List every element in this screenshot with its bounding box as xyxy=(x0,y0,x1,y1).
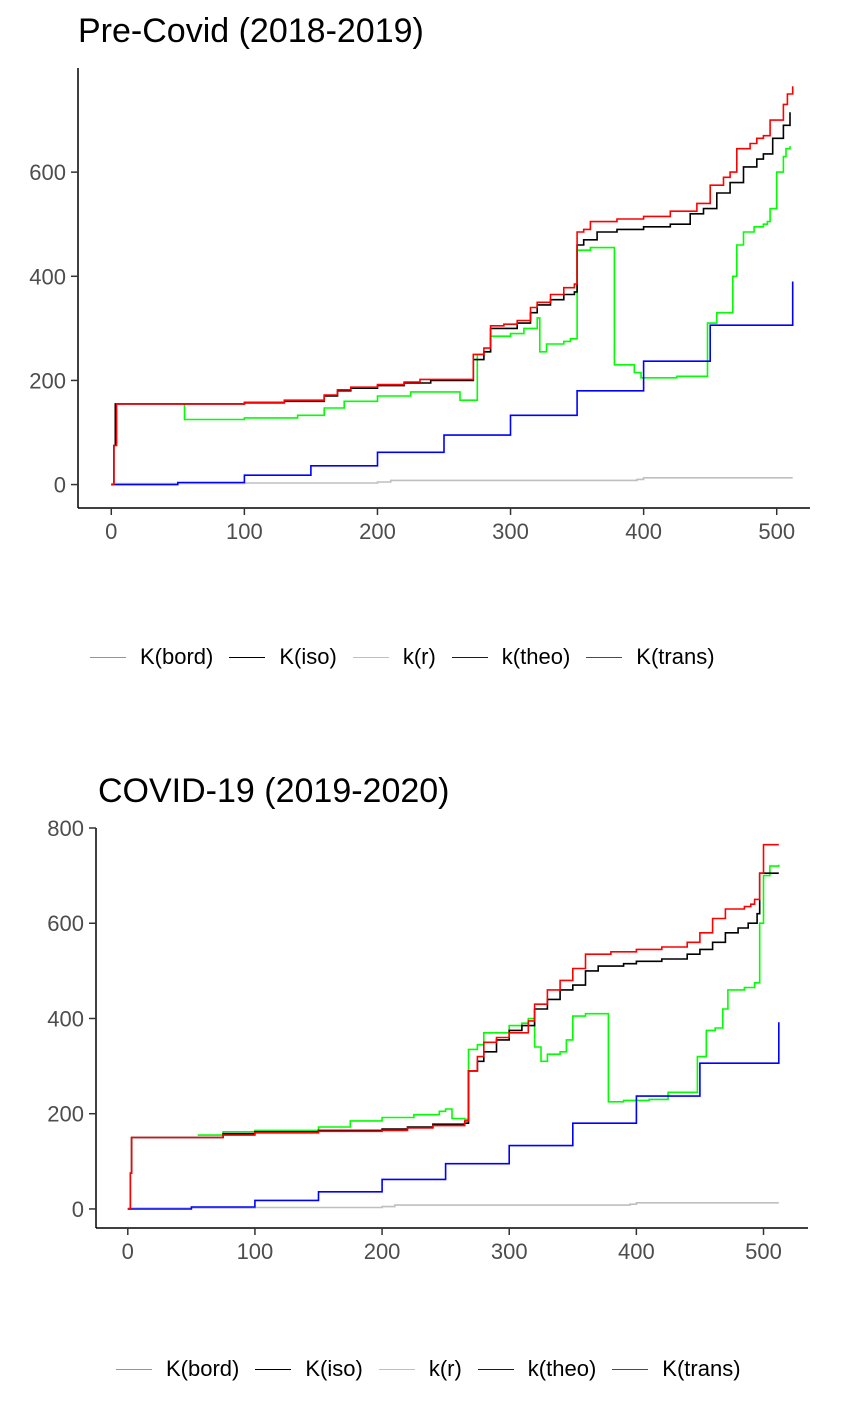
legend-label: K(bord) xyxy=(166,1356,240,1381)
legend-key-line xyxy=(451,656,488,658)
y-tick-label: 600 xyxy=(29,160,66,185)
chart-panel-covid-19: COVID-19 (2019-2020) 0 100 200 300 400 500 0 20… xyxy=(0,760,864,1406)
y-tick-label: 800 xyxy=(47,816,84,841)
legend-label: K(trans) xyxy=(636,644,715,669)
legend-item-k-trans: K(trans) xyxy=(586,644,715,670)
plot-area: 0 100 200 300 400 500 0 200 400 600 xyxy=(29,68,810,544)
x-tick-label: 0 xyxy=(105,519,117,544)
legend-item-k-r: k(r) xyxy=(378,1356,462,1382)
series-line-k-trans xyxy=(111,86,794,486)
legend-item-k-iso: K(iso) xyxy=(229,644,337,670)
series-line-k-iso xyxy=(111,112,791,486)
legend: K(bord) K(iso) k(r) k(theo) K(trans) xyxy=(116,1356,757,1382)
legend-item-k-bord: K(bord) xyxy=(116,1356,239,1382)
legend-label: k(theo) xyxy=(501,644,571,669)
legend-item-k-r: k(r) xyxy=(352,644,436,670)
x-tick-label: 100 xyxy=(237,1239,274,1264)
x-tick-label: 300 xyxy=(491,1239,528,1264)
legend-label: K(iso) xyxy=(305,1356,363,1381)
legend-label: K(bord) xyxy=(140,644,214,669)
legend-item-k-trans: K(trans) xyxy=(612,1356,741,1382)
legend-label: K(iso) xyxy=(279,644,337,669)
y-tick-label: 0 xyxy=(72,1197,84,1222)
legend: K(bord) K(iso) k(r) k(theo) K(trans) xyxy=(90,644,731,670)
series-line-k-bord xyxy=(197,864,780,1136)
legend-item-k-bord: K(bord) xyxy=(90,644,213,670)
legend-item-k-iso: K(iso) xyxy=(255,1356,363,1382)
y-tick-label: 600 xyxy=(47,911,84,936)
legend-key-line xyxy=(352,656,389,658)
x-tick-label: 400 xyxy=(625,519,662,544)
series-line-k-bord xyxy=(183,146,791,421)
series-line-k-trans xyxy=(127,843,779,1210)
legend-key-line xyxy=(255,1368,292,1370)
legend-key-line xyxy=(612,1368,649,1370)
legend-item-k-theo: k(theo) xyxy=(451,644,571,670)
legend-key-line xyxy=(90,656,126,658)
series-line-k-iso xyxy=(127,872,779,1210)
series-line-k-theo xyxy=(111,281,794,486)
y-tick-label: 0 xyxy=(54,473,66,498)
series-line-k-theo xyxy=(127,1022,780,1210)
y-tick-label: 400 xyxy=(29,264,66,289)
x-tick-label: 200 xyxy=(364,1239,401,1264)
legend-key-line xyxy=(586,656,623,658)
legend-label: k(theo) xyxy=(527,1356,597,1381)
legend-key-line xyxy=(229,656,266,658)
x-tick-label: 400 xyxy=(618,1239,655,1264)
legend-key-line xyxy=(477,1368,514,1370)
plot-area: 0 100 200 300 400 500 0 200 400 600 800 xyxy=(47,816,808,1264)
x-tick-label: 500 xyxy=(758,519,795,544)
x-tick-label: 200 xyxy=(359,519,396,544)
x-tick-label: 0 xyxy=(122,1239,134,1264)
legend-label: k(r) xyxy=(402,644,436,669)
legend-item-k-theo: k(theo) xyxy=(477,1356,597,1382)
legend-key-line xyxy=(116,1368,152,1370)
legend-label: k(r) xyxy=(428,1356,462,1381)
chart-title: Pre-Covid (2018-2019) xyxy=(78,12,424,50)
y-tick-label: 200 xyxy=(29,368,66,393)
x-tick-label: 100 xyxy=(226,519,263,544)
x-tick-label: 500 xyxy=(745,1239,782,1264)
chart-panel-pre-covid: Pre-Covid (2018-2019) 0 100 200 300 400 500 0 2… xyxy=(0,0,864,700)
y-tick-label: 400 xyxy=(47,1006,84,1031)
legend-label: K(trans) xyxy=(662,1356,741,1381)
x-tick-label: 300 xyxy=(492,519,529,544)
chart-title: COVID-19 (2019-2020) xyxy=(98,772,450,810)
y-tick-label: 200 xyxy=(47,1102,84,1127)
legend-key-line xyxy=(378,1368,415,1370)
